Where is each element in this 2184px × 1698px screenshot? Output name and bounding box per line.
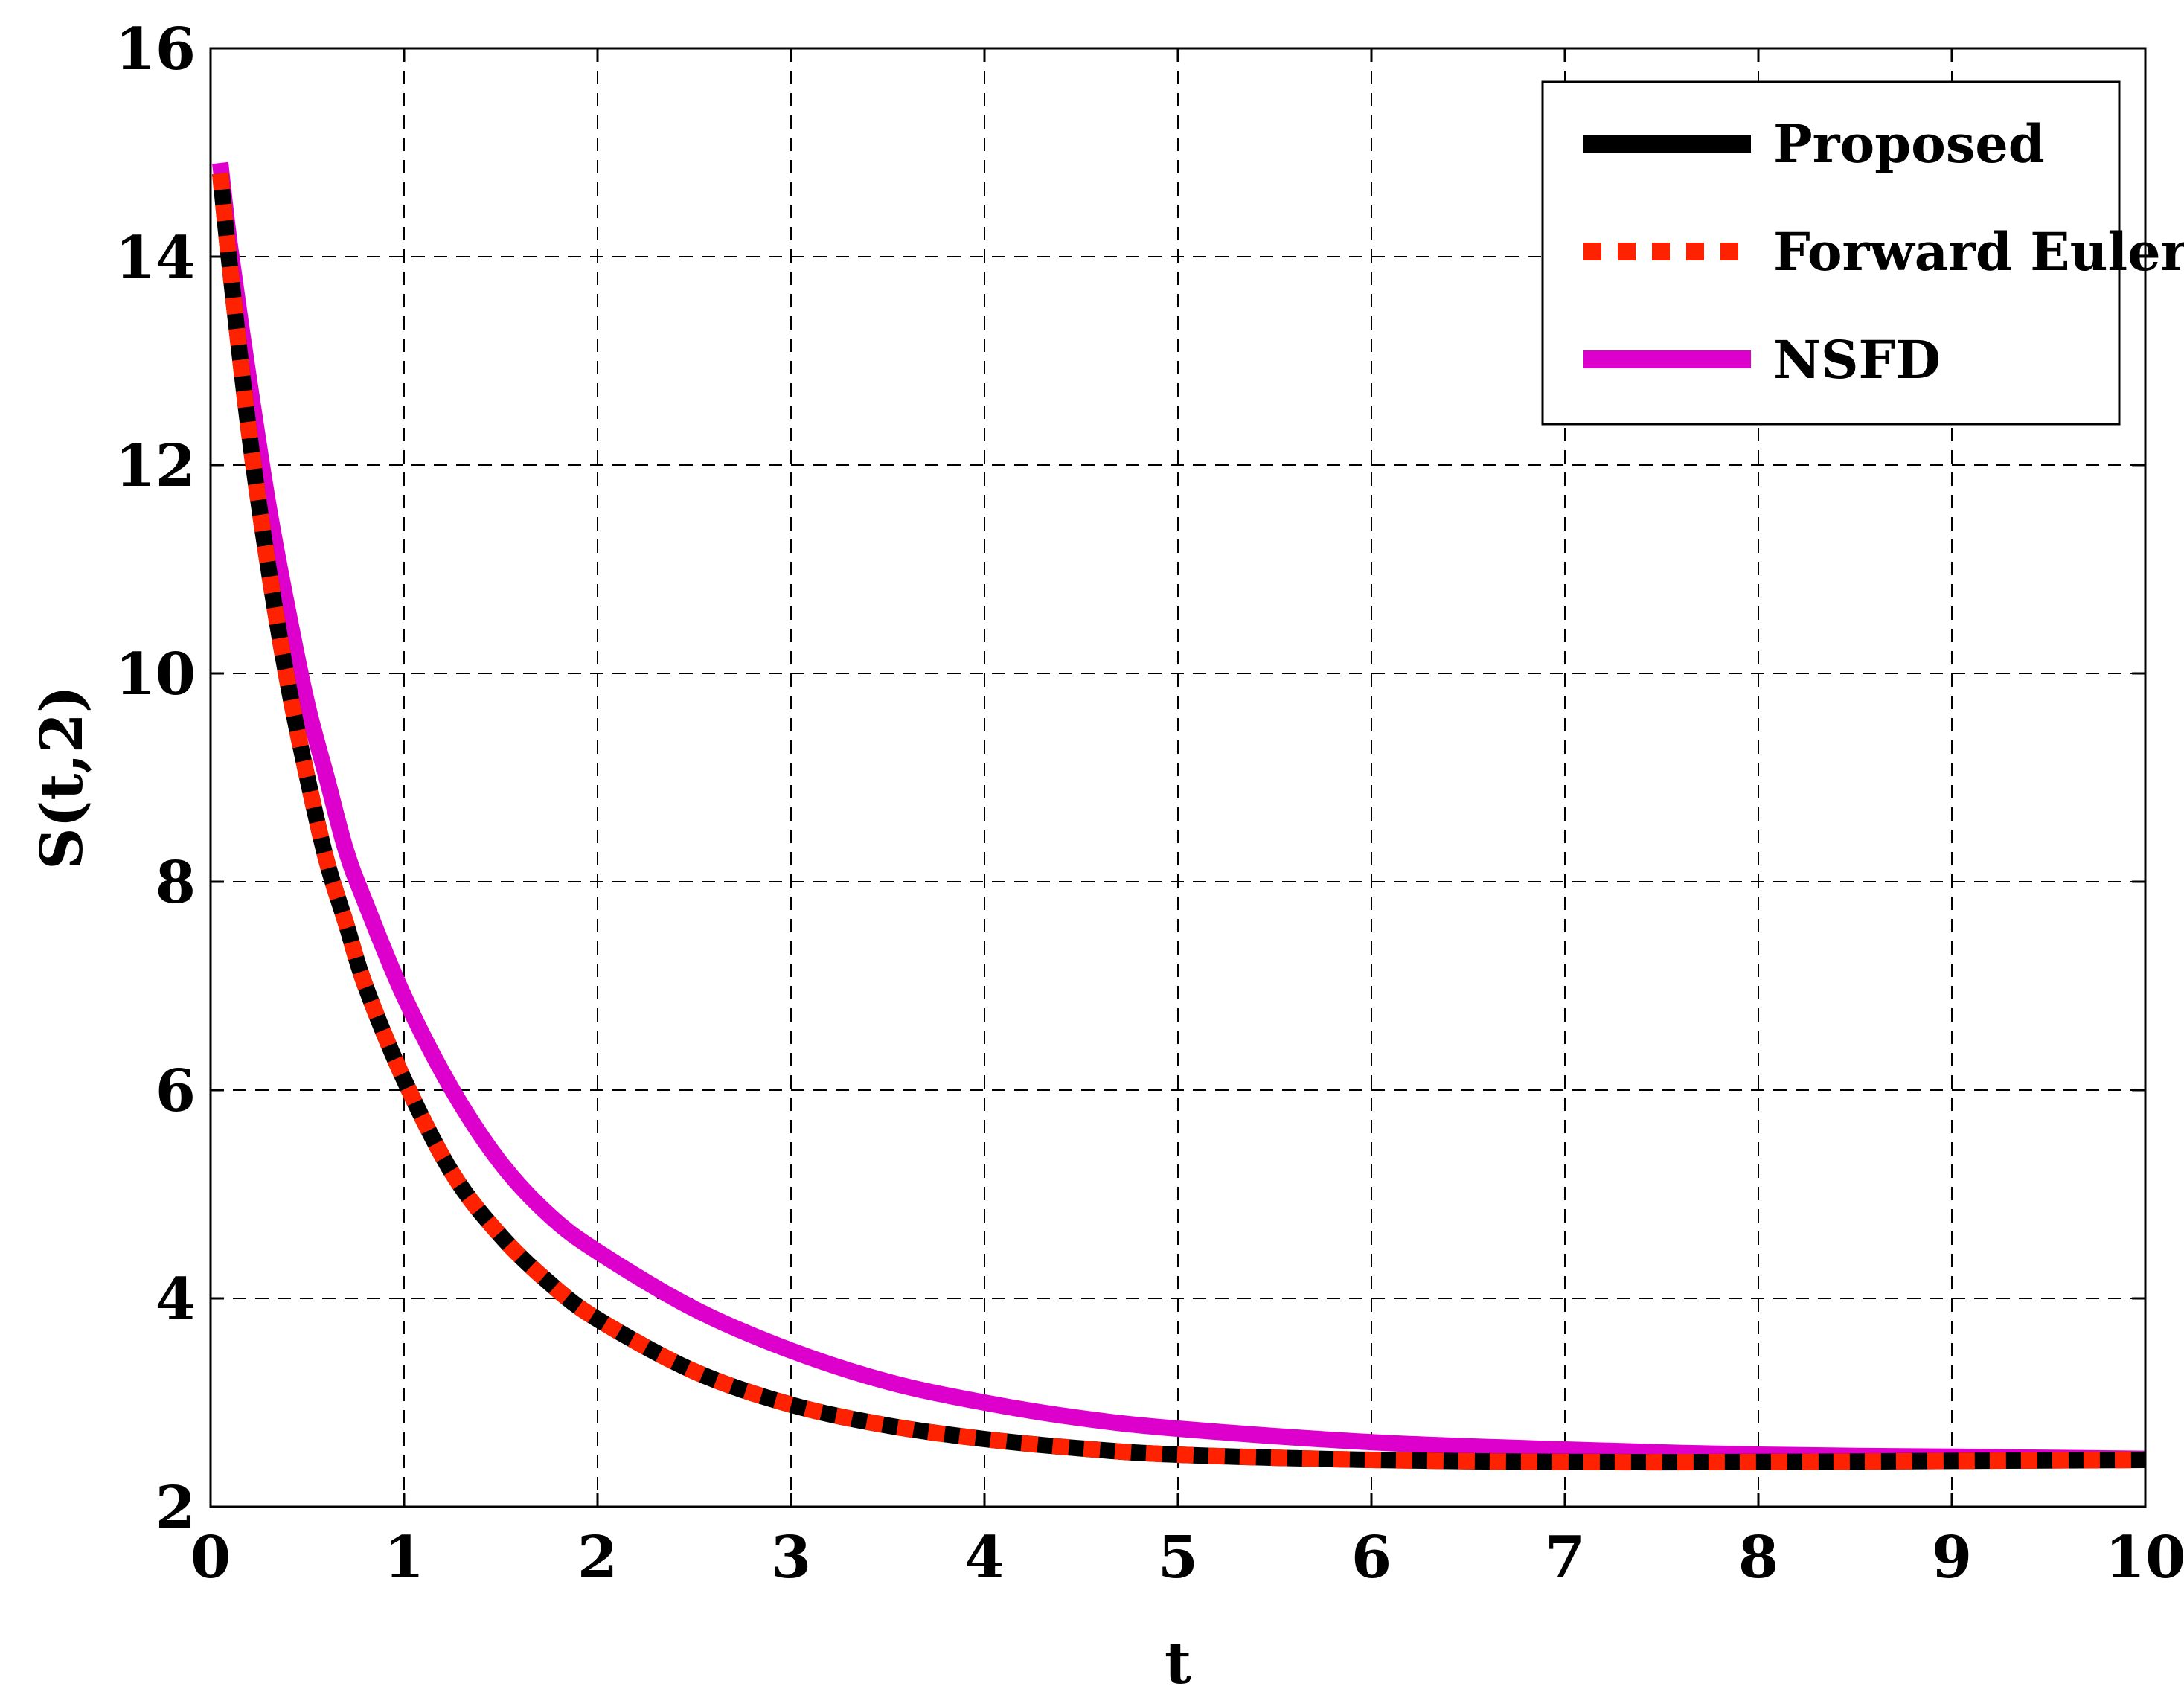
grid-lines — [211, 48, 2145, 1507]
y-tick-label: 12 — [115, 432, 196, 500]
x-tick-label: 6 — [1351, 1524, 1392, 1592]
y-tick-label: 14 — [115, 224, 196, 292]
x-tick-label: 4 — [964, 1524, 1005, 1592]
x-axis-label: t — [1165, 1630, 1191, 1697]
y-axis-label: S(t,2) — [28, 685, 96, 870]
ticks — [209, 47, 2147, 1508]
y-tick-label: 6 — [156, 1057, 196, 1125]
y-tick-label: 8 — [156, 849, 196, 917]
legend-label-proposed: Proposed — [1773, 113, 2045, 175]
x-tick-label: 5 — [1158, 1524, 1198, 1592]
x-tick-label: 2 — [577, 1524, 618, 1592]
y-tick-label: 10 — [115, 641, 196, 708]
x-tick-label: 10 — [2105, 1524, 2184, 1592]
y-tick-label: 16 — [115, 16, 196, 83]
series-layer — [212, 161, 2146, 1471]
x-tick-label: 9 — [1932, 1524, 1972, 1592]
x-tick-label: 0 — [190, 1524, 231, 1592]
x-tick-label: 1 — [384, 1524, 424, 1592]
legend: Proposed Forward Euler NSFD — [1541, 80, 2184, 426]
x-tick-label: 8 — [1738, 1524, 1778, 1592]
x-tick-label: 3 — [771, 1524, 811, 1592]
x-tick-label: 7 — [1545, 1524, 1585, 1592]
y-tick-label: 4 — [156, 1266, 196, 1333]
y-tick-label: 2 — [156, 1474, 196, 1542]
legend-label-forward-euler: Forward Euler — [1773, 221, 2184, 283]
series-line-nsfd — [212, 161, 2146, 1467]
legend-label-nsfd: NSFD — [1773, 329, 1941, 391]
series-line-proposed — [212, 172, 2146, 1471]
